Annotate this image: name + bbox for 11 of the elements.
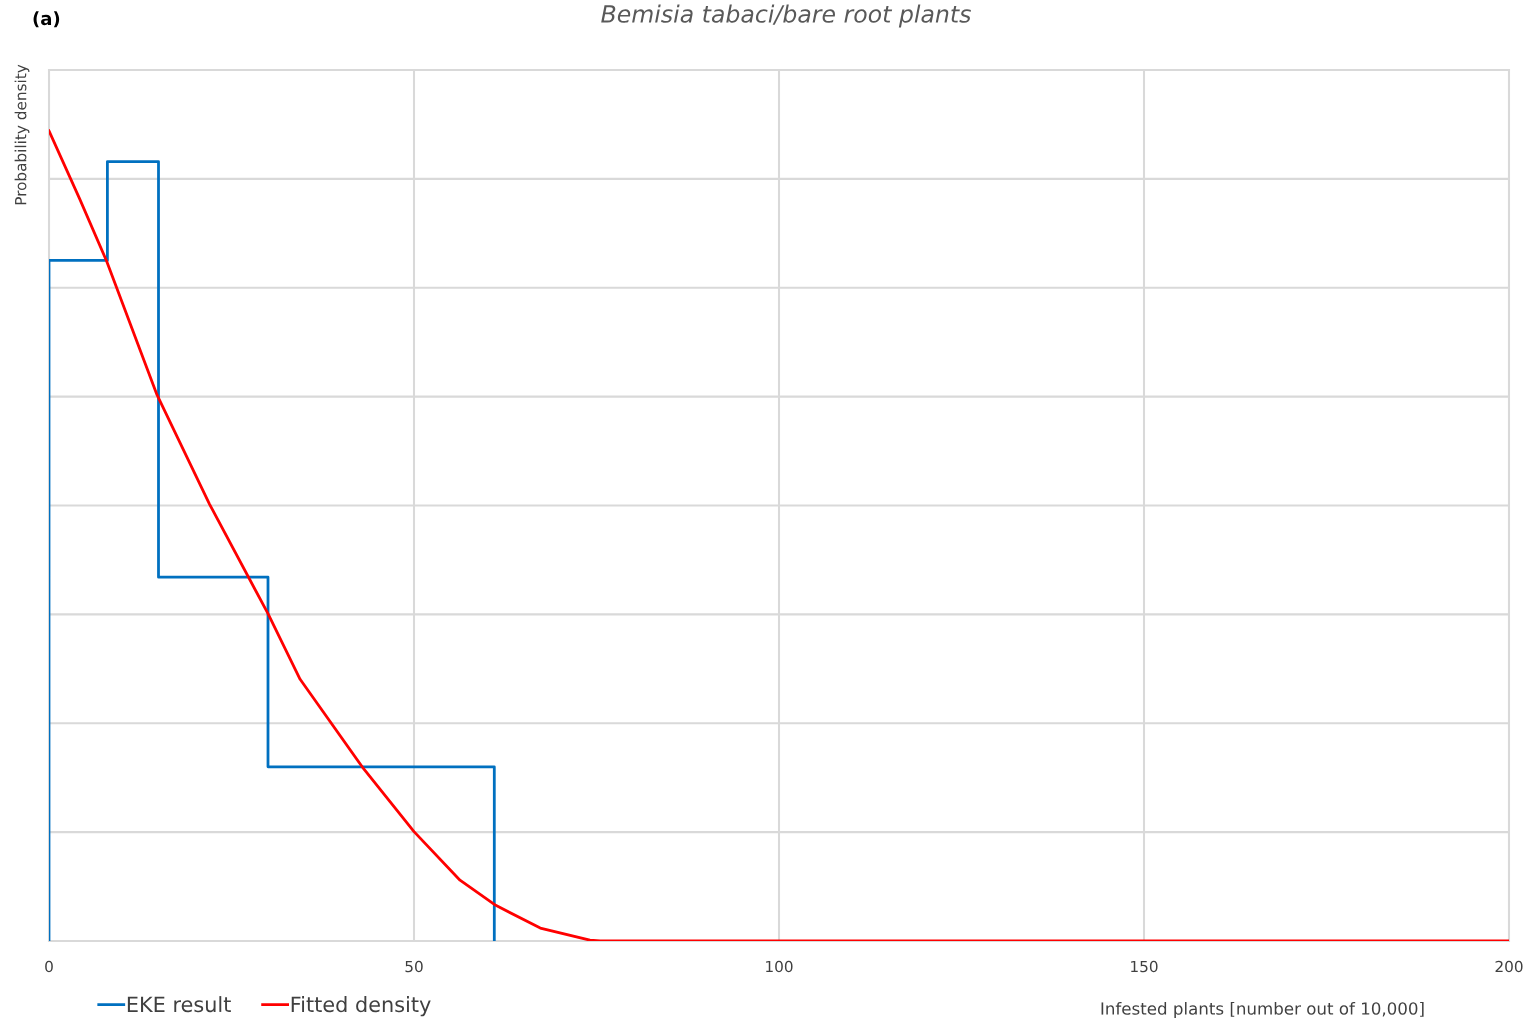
x-tick-label: 150 bbox=[1131, 960, 1158, 973]
y-axis-title: Probability density bbox=[14, 64, 30, 205]
chart-title: Bemisia tabaci/bare root plants bbox=[601, 4, 971, 28]
text: (a) bbox=[33, 11, 60, 28]
x-axis-title: Infested plants [number out of 10,000] bbox=[1101, 1001, 1424, 1019]
x-tick-label: 0 bbox=[45, 960, 53, 973]
legend-label: Fitted density bbox=[291, 996, 431, 1017]
x-tick-label: 100 bbox=[766, 960, 793, 973]
x-tick-label: 200 bbox=[1495, 960, 1523, 973]
legend-label: EKE result bbox=[127, 996, 231, 1013]
x-tick-label: 50 bbox=[405, 960, 423, 973]
